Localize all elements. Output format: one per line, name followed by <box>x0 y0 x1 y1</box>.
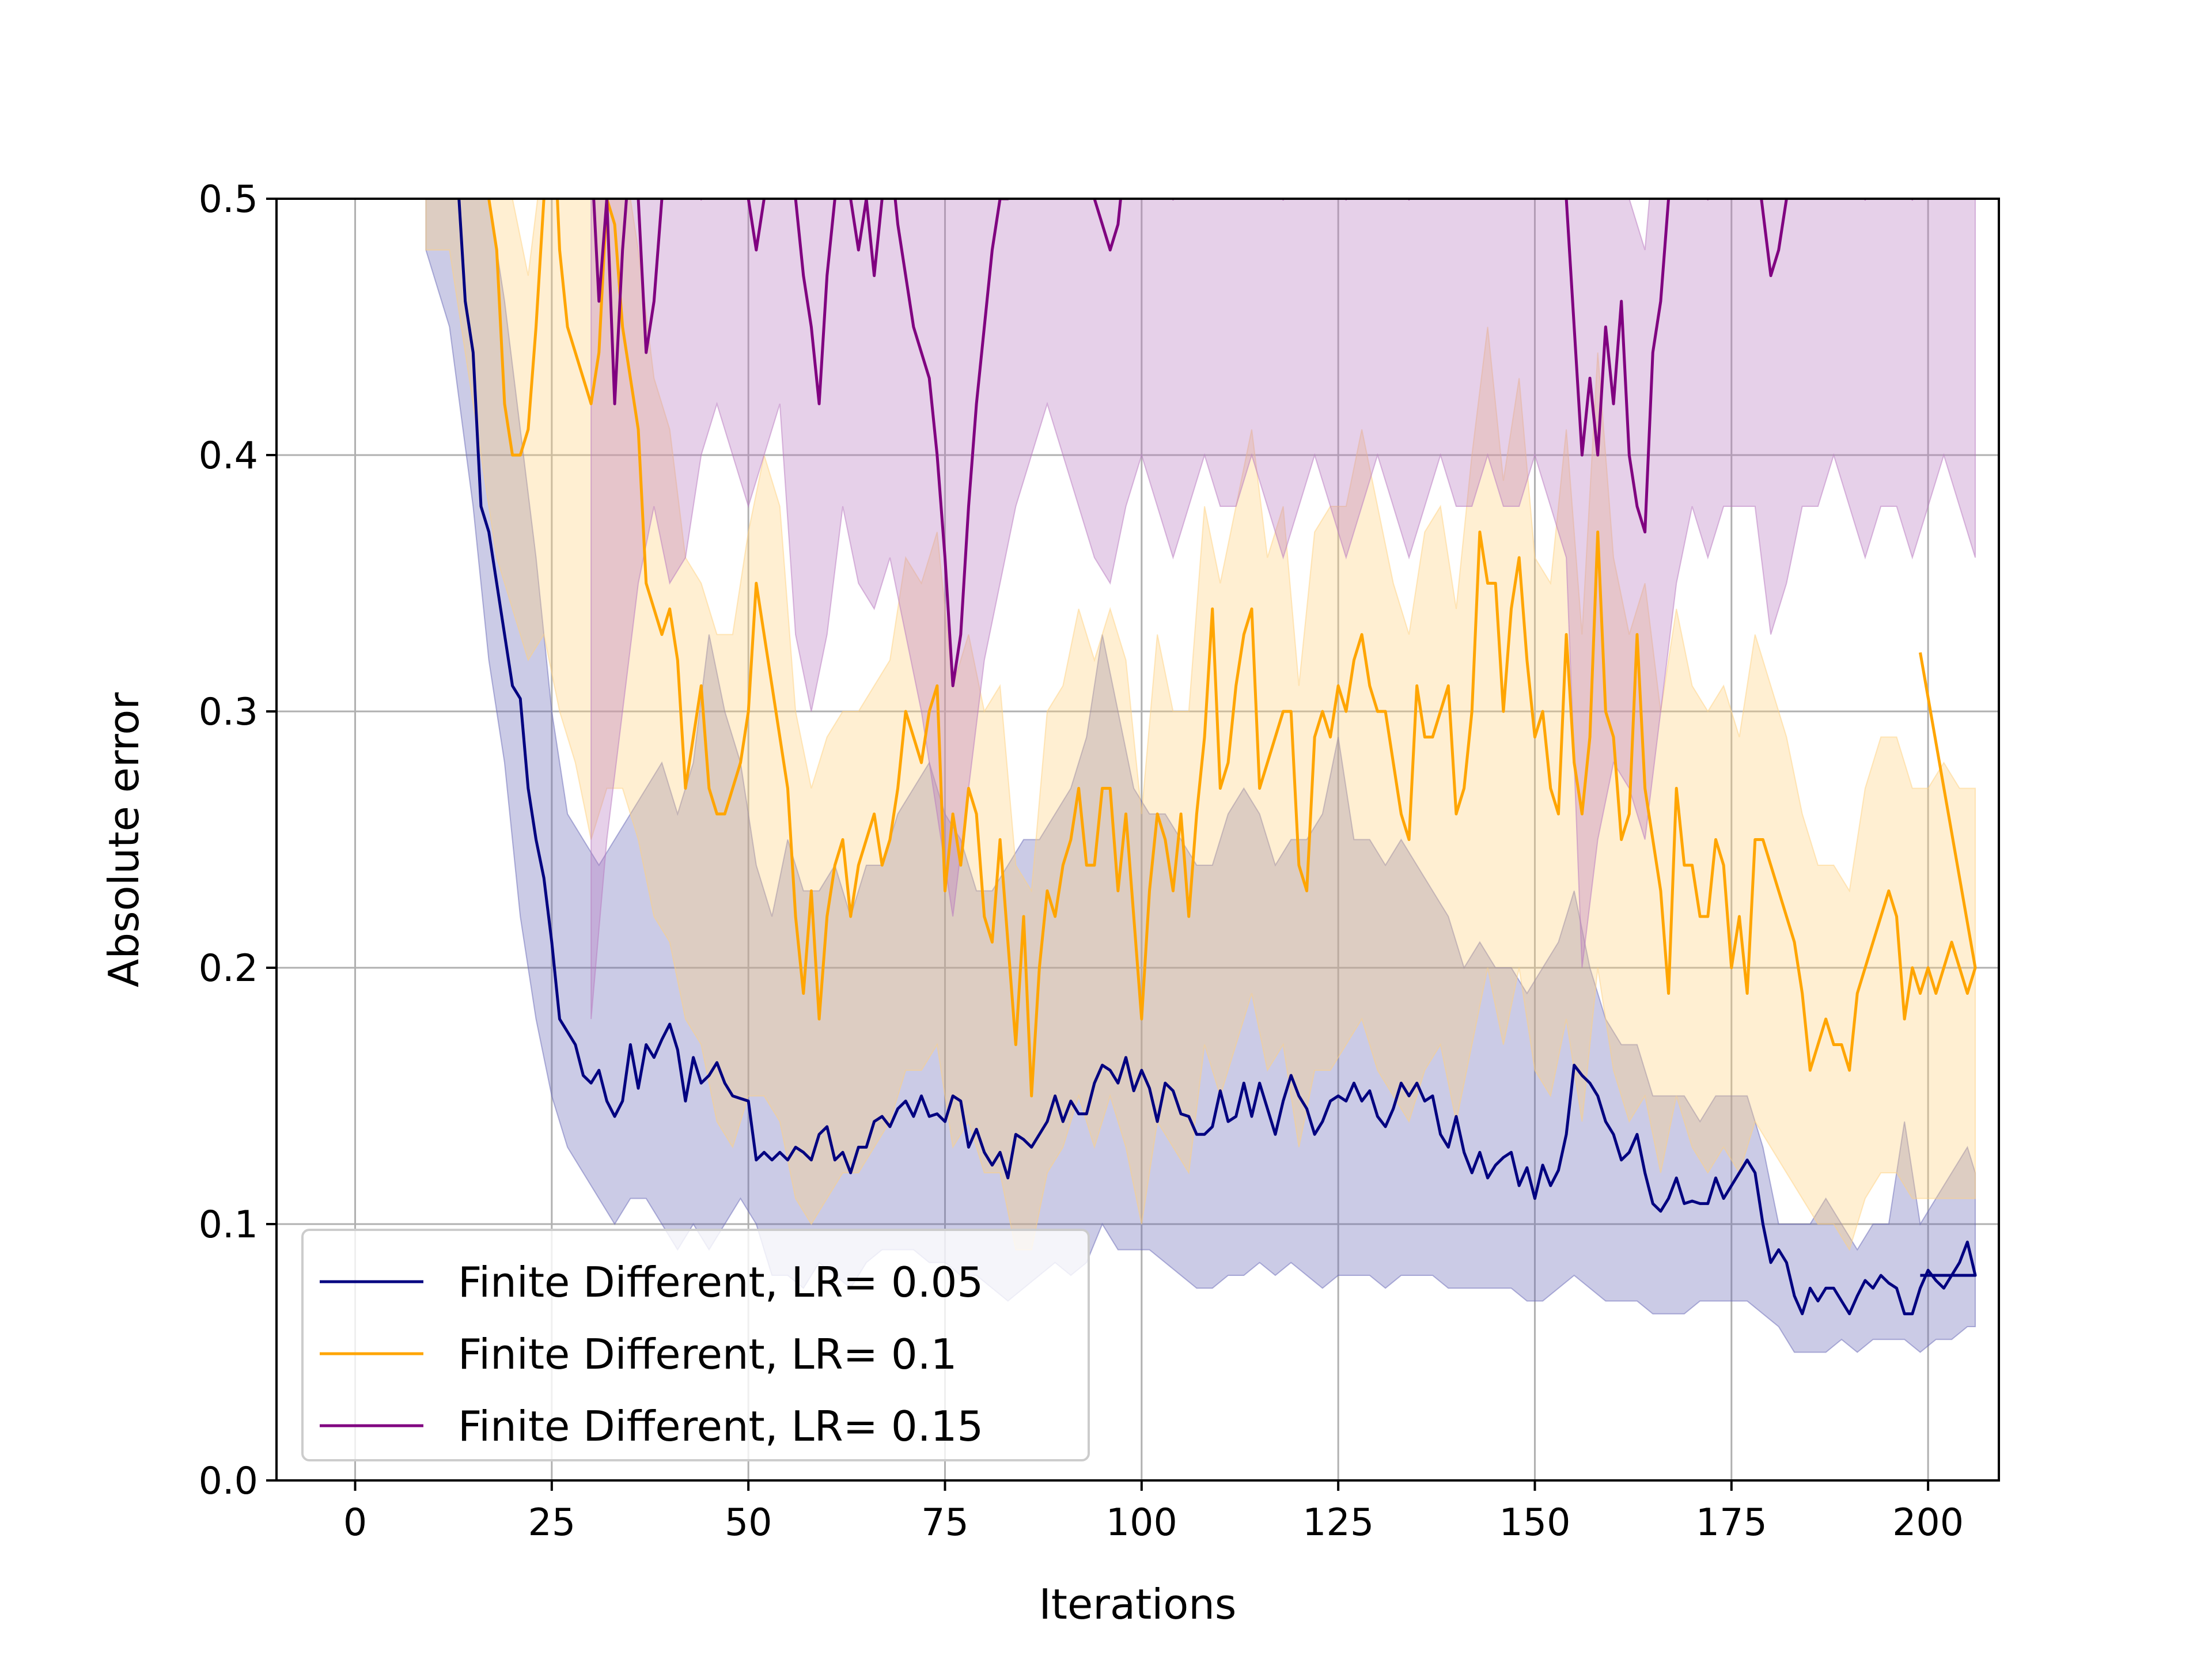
x-tick-label: 100 <box>1106 1501 1177 1544</box>
series-line-finite-different-lr-0-05 <box>457 199 1977 1316</box>
legend: Finite Different, LR= 0.05 Finite Differe… <box>301 1229 1090 1461</box>
x-axis-label: Iterations <box>1039 1580 1237 1628</box>
y-tick-label: 0.4 <box>199 434 258 478</box>
x-tick-label: 0 <box>343 1501 367 1544</box>
y-axis-label: Absolute error <box>100 692 148 987</box>
legend-label: Finite Different, LR= 0.05 <box>458 1258 983 1306</box>
tick-layer: 0 25 50 75 100 125 150 175 200 0.0 0.1 0.2 0.3 0.4 0.5 <box>199 178 1964 1544</box>
y-tick-label: 0.3 <box>199 691 258 734</box>
x-tick-label: 200 <box>1892 1501 1964 1544</box>
y-tick-label: 0.0 <box>199 1460 258 1503</box>
band-finite-different-lr-0-15 <box>590 199 1976 1020</box>
x-tick-label: 50 <box>725 1501 772 1544</box>
legend-label: Finite Different, LR= 0.1 <box>458 1330 957 1378</box>
band-layer <box>425 199 1976 1353</box>
x-tick-label: 25 <box>528 1501 575 1544</box>
y-tick-label: 0.1 <box>199 1203 258 1247</box>
x-tick-label: 75 <box>921 1501 969 1544</box>
y-tick-label: 0.2 <box>199 947 258 990</box>
series-line-finite-different-lr-0-1 <box>487 199 1977 1097</box>
legend-box <box>301 1229 1090 1461</box>
line-layer <box>457 199 1977 1316</box>
legend-label: Finite Different, LR= 0.15 <box>458 1402 983 1450</box>
x-tick-label: 175 <box>1696 1501 1767 1544</box>
x-tick-label: 150 <box>1499 1501 1570 1544</box>
x-tick-label: 125 <box>1302 1501 1374 1544</box>
y-tick-label: 0.5 <box>199 178 258 221</box>
plot-frame <box>275 198 2000 1482</box>
